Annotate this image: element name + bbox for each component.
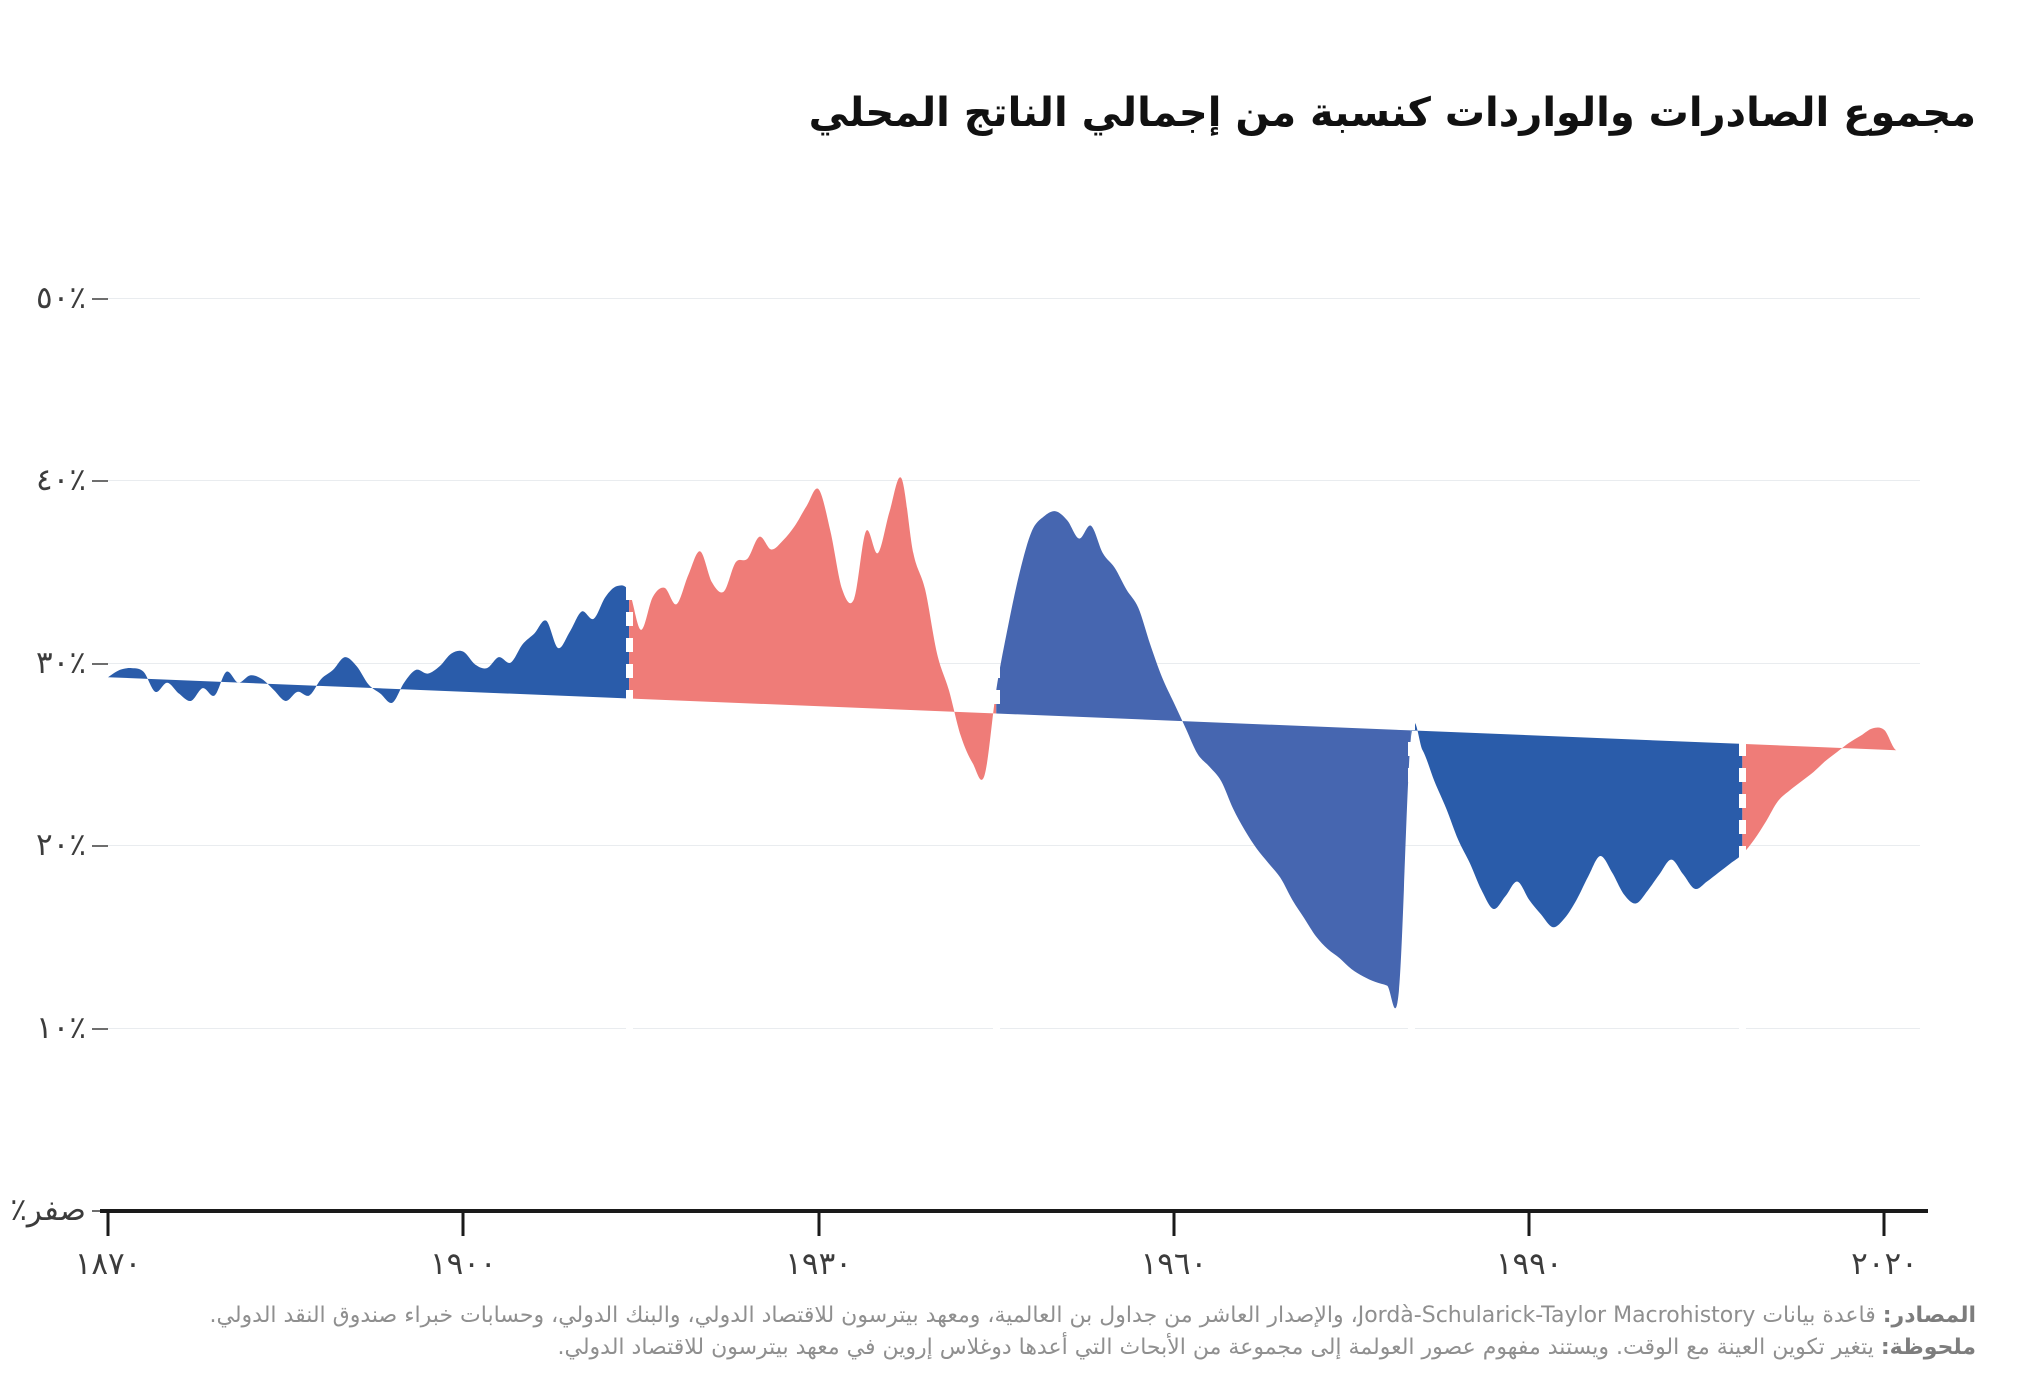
note-text: يتغير تكوين العينة مع الوقت. ويستند مفهو… — [557, 1334, 1881, 1360]
era-area-5 — [1742, 727, 1897, 855]
series-area — [108, 477, 1897, 1009]
era-area-4 — [1410, 722, 1743, 928]
era-area-1 — [108, 585, 630, 704]
x-tick-mark — [817, 1210, 821, 1236]
era-area-2 — [629, 477, 997, 780]
gridline — [108, 480, 1920, 482]
gridline — [108, 1027, 1920, 1029]
sources-label: المصادر: — [1882, 1303, 1976, 1328]
y-tick-mark — [92, 297, 108, 300]
y-axis-label: ٪١٠ — [36, 1009, 86, 1046]
gridline — [108, 297, 1920, 299]
y-axis-label: ٪٣٠ — [36, 644, 86, 681]
era-divider-4 — [1739, 170, 1747, 1210]
x-tick-mark — [1527, 1210, 1531, 1236]
y-axis-label: ٪٤٠ — [36, 462, 86, 499]
x-tick-mark — [106, 1210, 110, 1236]
x-tick-mark — [1172, 1210, 1176, 1236]
y-tick-mark — [92, 480, 108, 483]
y-tick-mark — [92, 662, 108, 665]
era-divider-3 — [1407, 170, 1415, 1210]
gridline — [108, 845, 1920, 847]
footnotes: المصادر: قاعدة بيانات Jordà-Schularick-T… — [60, 1300, 1976, 1364]
x-tick-mark — [461, 1210, 465, 1236]
y-tick-mark — [92, 1027, 108, 1030]
plot-area: ٪٥٠ ٪٤٠ ٪٣٠ ٪٢٠ ٪١٠ صفر٪ الثورة الصناعية الحروب… — [10, 170, 1928, 1282]
y-axis-label: ٪٢٠ — [36, 827, 86, 864]
era-area-3 — [996, 511, 1411, 1009]
note-line: ملحوظة: يتغير تكوين العينة مع الوقت. ويس… — [60, 1332, 1976, 1364]
note-label: ملحوظة: — [1880, 1334, 1976, 1360]
x-axis-label: ٢٠٢٠ — [1851, 1246, 1918, 1282]
x-axis-label: ١٩٦٠ — [1140, 1246, 1208, 1282]
plot-inner: ٪٥٠ ٪٤٠ ٪٣٠ ٪٢٠ ٪١٠ صفر٪ الثورة الصناعية الحروب… — [10, 170, 1920, 1282]
x-axis-line — [100, 1209, 1928, 1213]
x-axis-label: ١٨٧٠ — [74, 1246, 142, 1282]
x-tick-mark — [1882, 1210, 1886, 1236]
y-axis-label: صفر٪ — [10, 1192, 86, 1228]
era-divider-2 — [993, 170, 1001, 1210]
y-tick-mark — [92, 845, 108, 848]
page-title: مجموع الصادرات والواردات كنسبة من إجمالي… — [808, 90, 1976, 136]
sources-text: قاعدة بيانات Jordà-Schularick-Taylor Mac… — [209, 1303, 1883, 1328]
x-axis-label: ١٩٠٠ — [429, 1246, 497, 1282]
sources-line: المصادر: قاعدة بيانات Jordà-Schularick-T… — [60, 1300, 1976, 1332]
era-divider-1 — [626, 170, 634, 1210]
x-axis-label: ١٩٣٠ — [785, 1246, 852, 1282]
y-axis-label: ٪٥٠ — [36, 279, 86, 316]
x-axis-label: ١٩٩٠ — [1495, 1246, 1563, 1282]
